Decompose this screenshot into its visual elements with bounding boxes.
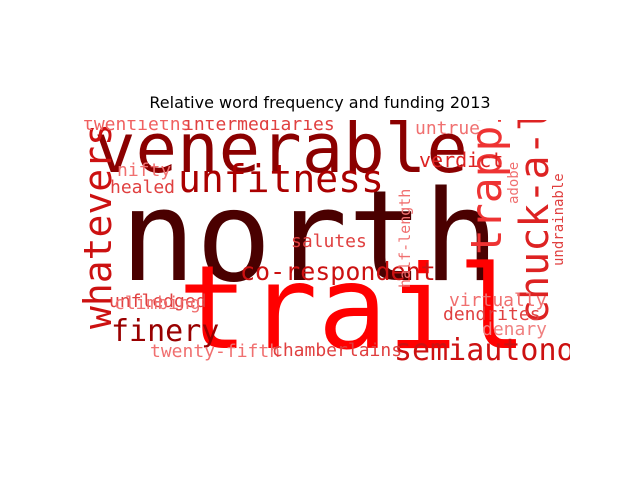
word-virtually: virtually — [449, 290, 547, 311]
word-twentieths: twentieths — [83, 120, 191, 135]
word-whatevers: whatevers — [80, 123, 120, 329]
word-north: north — [120, 163, 499, 310]
word-unfledged: unfledged — [109, 291, 207, 312]
word-half-length: half-length — [396, 189, 414, 288]
word-finery: finery — [111, 314, 219, 349]
word-untrue: untrue — [415, 120, 480, 139]
word-chamberlains: chamberlains — [272, 340, 402, 361]
word-healed: healed — [110, 177, 175, 198]
word-nifty: nifty — [117, 160, 171, 181]
word-denary: denary — [482, 319, 547, 340]
word-climbing: climbing — [114, 293, 201, 314]
word-co-respondent: co-respondent — [240, 257, 436, 286]
word-twenty-fifth: twenty-fifth — [150, 341, 280, 362]
word-undrainable: undrainable — [551, 173, 567, 266]
word-salutes: salutes — [291, 231, 367, 252]
word-chuck-a-luck: chuck-a-luck — [512, 120, 558, 324]
word-verdict: verdict — [419, 148, 503, 172]
word-unfitness: unfitness — [178, 157, 384, 201]
word-semiautonomous: semiautonomous — [394, 333, 570, 365]
word-venerable: venerable — [94, 120, 468, 189]
word-intermediaries: intermediaries — [183, 120, 335, 135]
word-trail: trail — [178, 241, 527, 365]
word-adobe: adobe — [506, 162, 522, 204]
word-dendrites: dendrites — [443, 304, 541, 325]
chart-title: Relative word frequency and funding 2013 — [149, 93, 491, 112]
word-trappings: trappings — [462, 120, 512, 255]
